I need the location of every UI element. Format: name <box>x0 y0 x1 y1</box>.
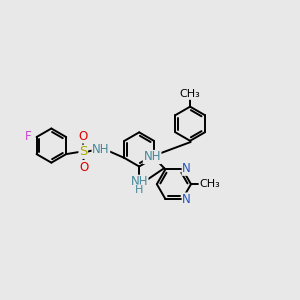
Text: NH: NH <box>143 151 161 164</box>
Text: CH₃: CH₃ <box>180 89 200 99</box>
Text: O: O <box>79 130 88 143</box>
Text: N: N <box>182 193 191 206</box>
Text: F: F <box>25 130 32 143</box>
Text: CH₃: CH₃ <box>199 179 220 189</box>
Text: N: N <box>182 162 191 175</box>
Text: NH: NH <box>92 143 110 156</box>
Text: S: S <box>79 145 87 158</box>
Text: O: O <box>79 160 88 174</box>
Text: H: H <box>135 185 143 195</box>
Text: NH: NH <box>130 175 148 188</box>
